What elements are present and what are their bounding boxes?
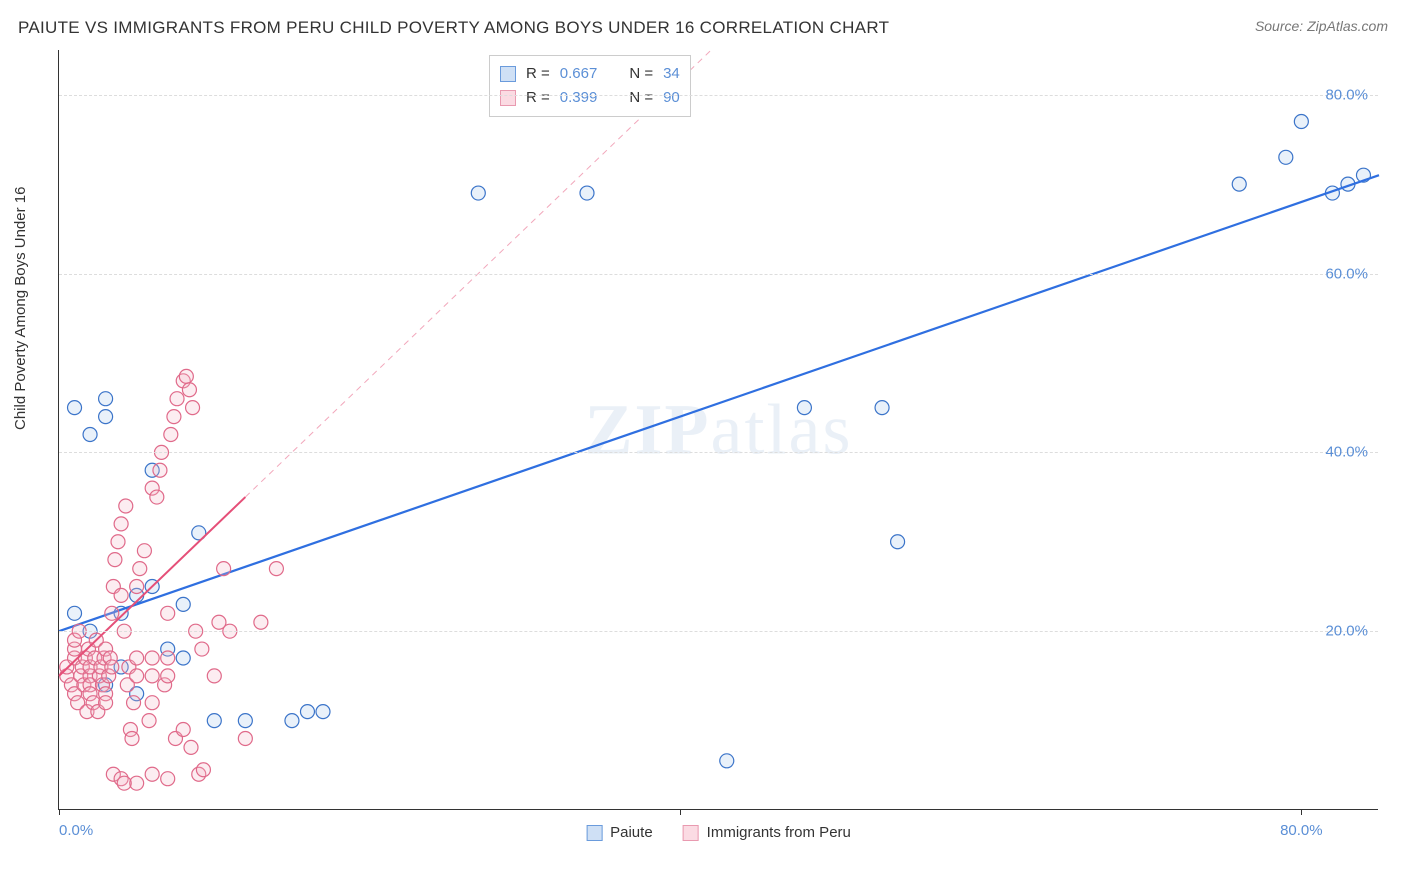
legend-row-paiute: R = 0.667 N = 34 <box>500 62 680 86</box>
x-tick-label: 0.0% <box>59 822 93 839</box>
x-tick-mark <box>1301 809 1302 815</box>
gridline <box>59 274 1378 275</box>
n-value-peru: 90 <box>663 86 680 110</box>
series-legend: Paiute Immigrants from Peru <box>586 824 851 841</box>
n-label: N = <box>629 62 653 86</box>
chart-plot-area: ZIPatlas R = 0.667 N = 34 R = 0.399 N = … <box>58 50 1378 810</box>
y-tick-label: 20.0% <box>1325 623 1368 640</box>
x-tick-label: 80.0% <box>1280 822 1323 839</box>
scatter-plot-svg <box>59 50 1378 809</box>
n-value-paiute: 34 <box>663 62 680 86</box>
gridline <box>59 631 1378 632</box>
swatch-peru <box>500 90 516 106</box>
r-value-peru: 0.399 <box>560 86 598 110</box>
gridline <box>59 452 1378 453</box>
swatch-paiute <box>500 66 516 82</box>
r-label: R = <box>526 62 550 86</box>
correlation-legend: R = 0.667 N = 34 R = 0.399 N = 90 <box>489 55 691 117</box>
x-tick-mark <box>59 809 60 815</box>
swatch-paiute-icon <box>586 825 602 841</box>
gridline <box>59 95 1378 96</box>
chart-title: PAIUTE VS IMMIGRANTS FROM PERU CHILD POV… <box>18 18 889 38</box>
y-tick-label: 80.0% <box>1325 86 1368 103</box>
legend-row-peru: R = 0.399 N = 90 <box>500 86 680 110</box>
legend-label-paiute: Paiute <box>610 824 653 841</box>
y-axis-label: Child Poverty Among Boys Under 16 <box>12 187 29 430</box>
legend-item-paiute: Paiute <box>586 824 653 841</box>
source-label: Source: ZipAtlas.com <box>1255 18 1388 38</box>
r-label: R = <box>526 86 550 110</box>
n-label: N = <box>629 86 653 110</box>
legend-label-peru: Immigrants from Peru <box>707 824 851 841</box>
y-tick-label: 40.0% <box>1325 444 1368 461</box>
x-tick-mark <box>680 809 681 815</box>
r-value-paiute: 0.667 <box>560 62 598 86</box>
swatch-peru-icon <box>683 825 699 841</box>
y-tick-label: 60.0% <box>1325 265 1368 282</box>
legend-item-peru: Immigrants from Peru <box>683 824 851 841</box>
